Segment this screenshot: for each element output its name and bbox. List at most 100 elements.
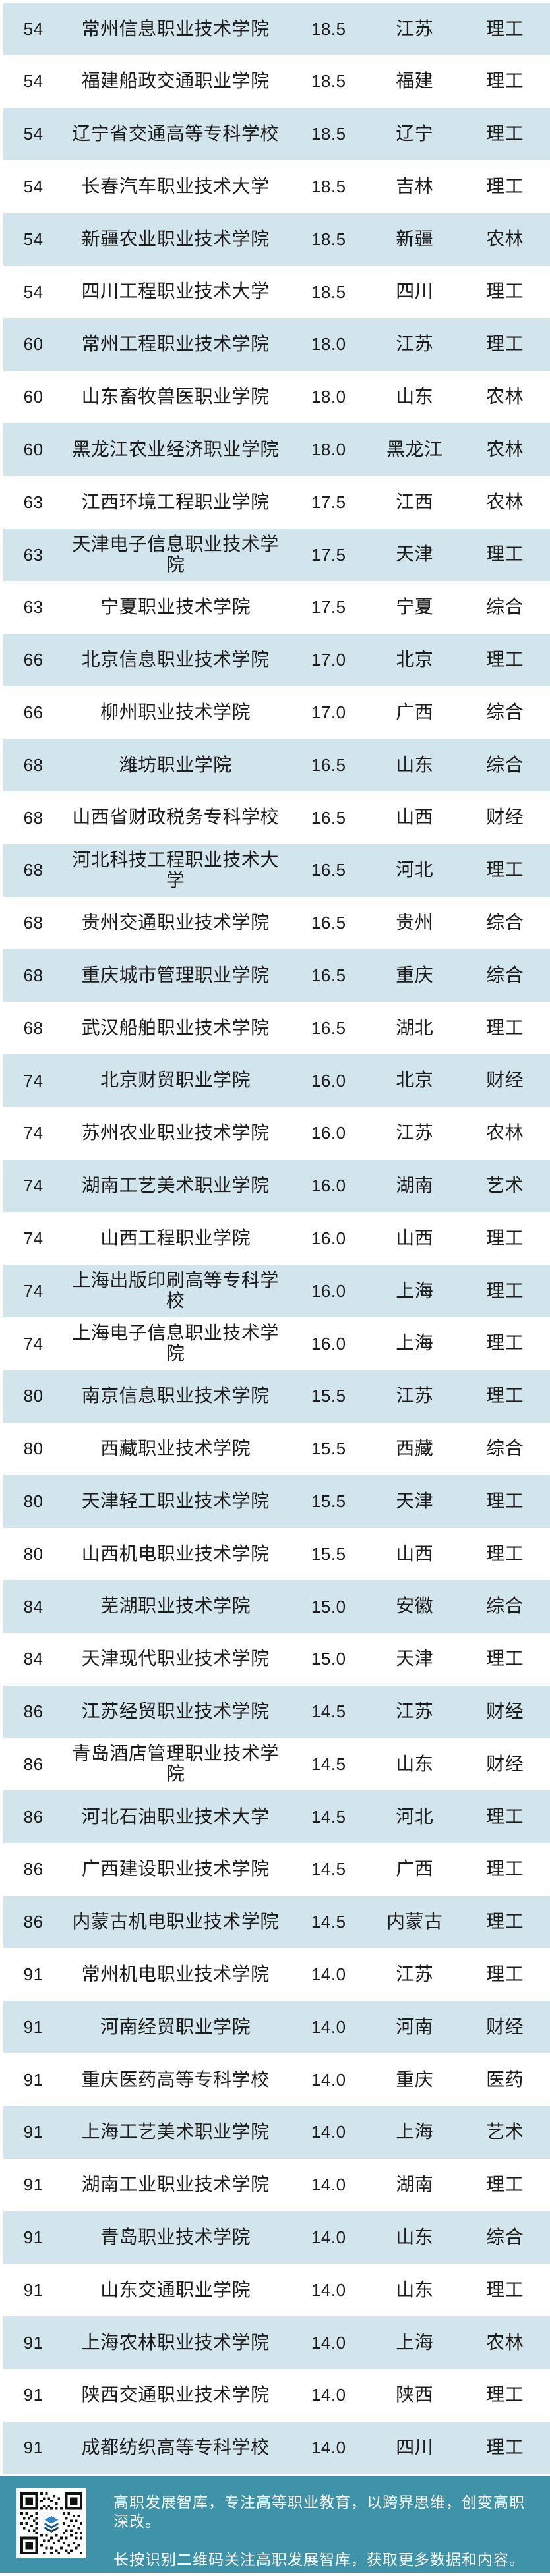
province-cell: 吉林 — [396, 175, 434, 196]
table-row: 74 山西工程职业学院 16.0 山西 理工 — [3, 1212, 550, 1265]
score-cell: 18.5 — [311, 281, 346, 302]
province-cell: 江西 — [396, 491, 434, 512]
rank-cell: 68 — [23, 860, 44, 880]
category-cell: 理工 — [486, 1280, 524, 1301]
score-cell: 14.0 — [311, 2438, 346, 2458]
score-cell: 15.5 — [311, 1386, 346, 1406]
rank-cell: 54 — [23, 124, 44, 144]
rank-cell: 86 — [23, 1806, 44, 1827]
province-cell: 河北 — [396, 859, 434, 880]
rank-cell: 66 — [23, 650, 44, 670]
category-cell: 财经 — [486, 1753, 524, 1774]
table-row: 80 天津轻工职业技术学院 15.5 天津 理工 — [3, 1475, 550, 1528]
province-cell: 山东 — [396, 754, 434, 775]
footer-banner: 高职发展智库，专注高等职业教育，以跨界思维，创变高职深改。 长按识别二维码关注高… — [0, 2476, 550, 2573]
province-cell: 山西 — [396, 1543, 434, 1564]
category-cell: 农林 — [486, 1122, 524, 1143]
province-cell: 江苏 — [396, 1701, 434, 1721]
score-cell: 15.5 — [311, 1491, 346, 1511]
category-cell: 理工 — [486, 1911, 524, 1932]
category-cell: 理工 — [486, 649, 524, 670]
rank-cell: 66 — [23, 702, 44, 722]
score-cell: 15.0 — [311, 1649, 346, 1669]
score-cell: 16.0 — [311, 1123, 346, 1143]
table-row: 63 江西环境工程职业学院 17.5 江西 农林 — [3, 476, 550, 529]
province-cell: 湖南 — [396, 2174, 434, 2195]
school-name-cell: 江西环境工程职业学院 — [81, 491, 270, 512]
score-cell: 14.5 — [311, 1912, 346, 1932]
table-row: 54 福建船政交通职业学院 18.5 福建 理工 — [3, 55, 550, 108]
score-cell: 16.0 — [311, 1176, 346, 1196]
school-name-cell: 贵州交通职业技术学院 — [81, 912, 270, 933]
school-name-cell: 山东交通职业学院 — [100, 2279, 251, 2300]
rank-cell: 84 — [23, 1649, 44, 1669]
layers-icon — [42, 2513, 61, 2534]
score-cell: 14.0 — [311, 1964, 346, 1985]
category-cell: 理工 — [486, 175, 524, 196]
school-name-cell: 山西机电职业技术学院 — [81, 1543, 270, 1564]
category-cell: 综合 — [486, 964, 524, 985]
category-cell: 理工 — [486, 2384, 524, 2405]
score-cell: 14.0 — [311, 2069, 346, 2090]
province-cell: 山东 — [396, 2279, 434, 2300]
category-cell: 综合 — [486, 754, 524, 775]
score-cell: 16.0 — [311, 1070, 346, 1091]
table-row: 63 天津电子信息职业技术学院 17.5 天津 理工 — [3, 528, 550, 581]
province-cell: 湖南 — [396, 1175, 434, 1196]
rank-cell: 74 — [23, 1176, 44, 1196]
score-cell: 17.5 — [311, 492, 346, 512]
school-name-cell: 辽宁省交通高等专科学校 — [72, 123, 279, 144]
rank-cell: 74 — [23, 1228, 44, 1248]
rank-cell: 68 — [23, 1017, 44, 1038]
score-cell: 18.0 — [311, 334, 346, 355]
province-cell: 广西 — [396, 1858, 434, 1879]
school-name-cell: 福建船政交通职业学院 — [81, 71, 270, 92]
table-row: 60 黑龙江农业经济职业学院 18.0 黑龙江 农林 — [3, 423, 550, 476]
table-row: 86 广西建设职业技术学院 14.5 广西 理工 — [3, 1843, 550, 1896]
school-name-cell: 芜湖职业技术学院 — [100, 1595, 251, 1617]
table-row: 86 河北石油职业技术大学 14.5 河北 理工 — [3, 1790, 550, 1843]
province-cell: 四川 — [396, 281, 434, 302]
table-row: 54 长春汽车职业技术大学 18.5 吉林 理工 — [3, 160, 550, 214]
province-cell: 西藏 — [396, 1438, 434, 1459]
table-row: 54 常州信息职业技术学院 18.5 江苏 理工 — [3, 3, 550, 55]
province-cell: 山东 — [396, 1753, 434, 1774]
table-row: 91 湖南工业职业技术学院 14.0 湖南 理工 — [3, 2158, 550, 2212]
category-cell: 理工 — [486, 1543, 524, 1564]
rank-cell: 68 — [23, 913, 44, 933]
rank-cell: 63 — [23, 492, 44, 512]
category-cell: 财经 — [486, 1070, 524, 1091]
rank-cell: 74 — [23, 1123, 44, 1143]
rank-cell: 91 — [23, 2279, 44, 2300]
score-cell: 14.0 — [311, 2122, 346, 2142]
rank-cell: 91 — [23, 2332, 44, 2353]
category-cell: 理工 — [486, 1963, 524, 1984]
score-cell: 18.0 — [311, 439, 346, 459]
school-name-cell: 上海农林职业技术学院 — [81, 2332, 270, 2353]
category-cell: 理工 — [486, 1858, 524, 1879]
score-cell: 14.5 — [311, 1754, 346, 1774]
score-cell: 16.5 — [311, 807, 346, 828]
category-cell: 理工 — [486, 2437, 524, 2458]
category-cell: 综合 — [486, 701, 524, 722]
school-name-cell: 青岛职业技术学院 — [100, 2226, 251, 2247]
province-cell: 湖北 — [396, 1017, 434, 1038]
table-row: 68 武汉船舶职业技术学院 16.5 湖北 理工 — [3, 1002, 550, 1054]
table-row: 91 上海农林职业技术学院 14.0 上海 农林 — [3, 2316, 550, 2369]
score-cell: 15.5 — [311, 1439, 346, 1459]
score-cell: 17.5 — [311, 544, 346, 565]
rank-cell: 60 — [23, 439, 44, 459]
school-name-cell: 上海出版印刷高等专科学校 — [72, 1270, 279, 1311]
category-cell: 艺术 — [486, 2121, 524, 2142]
score-cell: 16.5 — [311, 860, 346, 880]
rank-cell: 68 — [23, 807, 44, 828]
rank-cell: 74 — [23, 1280, 44, 1301]
school-name-cell: 苏州农业职业技术学院 — [81, 1122, 270, 1143]
rank-cell: 80 — [23, 1439, 44, 1459]
school-name-cell: 湖南工艺美术职业学院 — [81, 1175, 270, 1196]
school-name-cell: 宁夏职业技术学院 — [100, 596, 251, 617]
table-row: 91 河南经贸职业学院 14.0 河南 财经 — [3, 2001, 550, 2054]
province-cell: 上海 — [396, 2332, 434, 2353]
province-cell: 安徽 — [396, 1595, 434, 1617]
article-page: 54 常州信息职业技术学院 18.5 江苏 理工 54 福建船政交通职业学院 18.5 福建 理工… — [0, 3, 550, 2576]
